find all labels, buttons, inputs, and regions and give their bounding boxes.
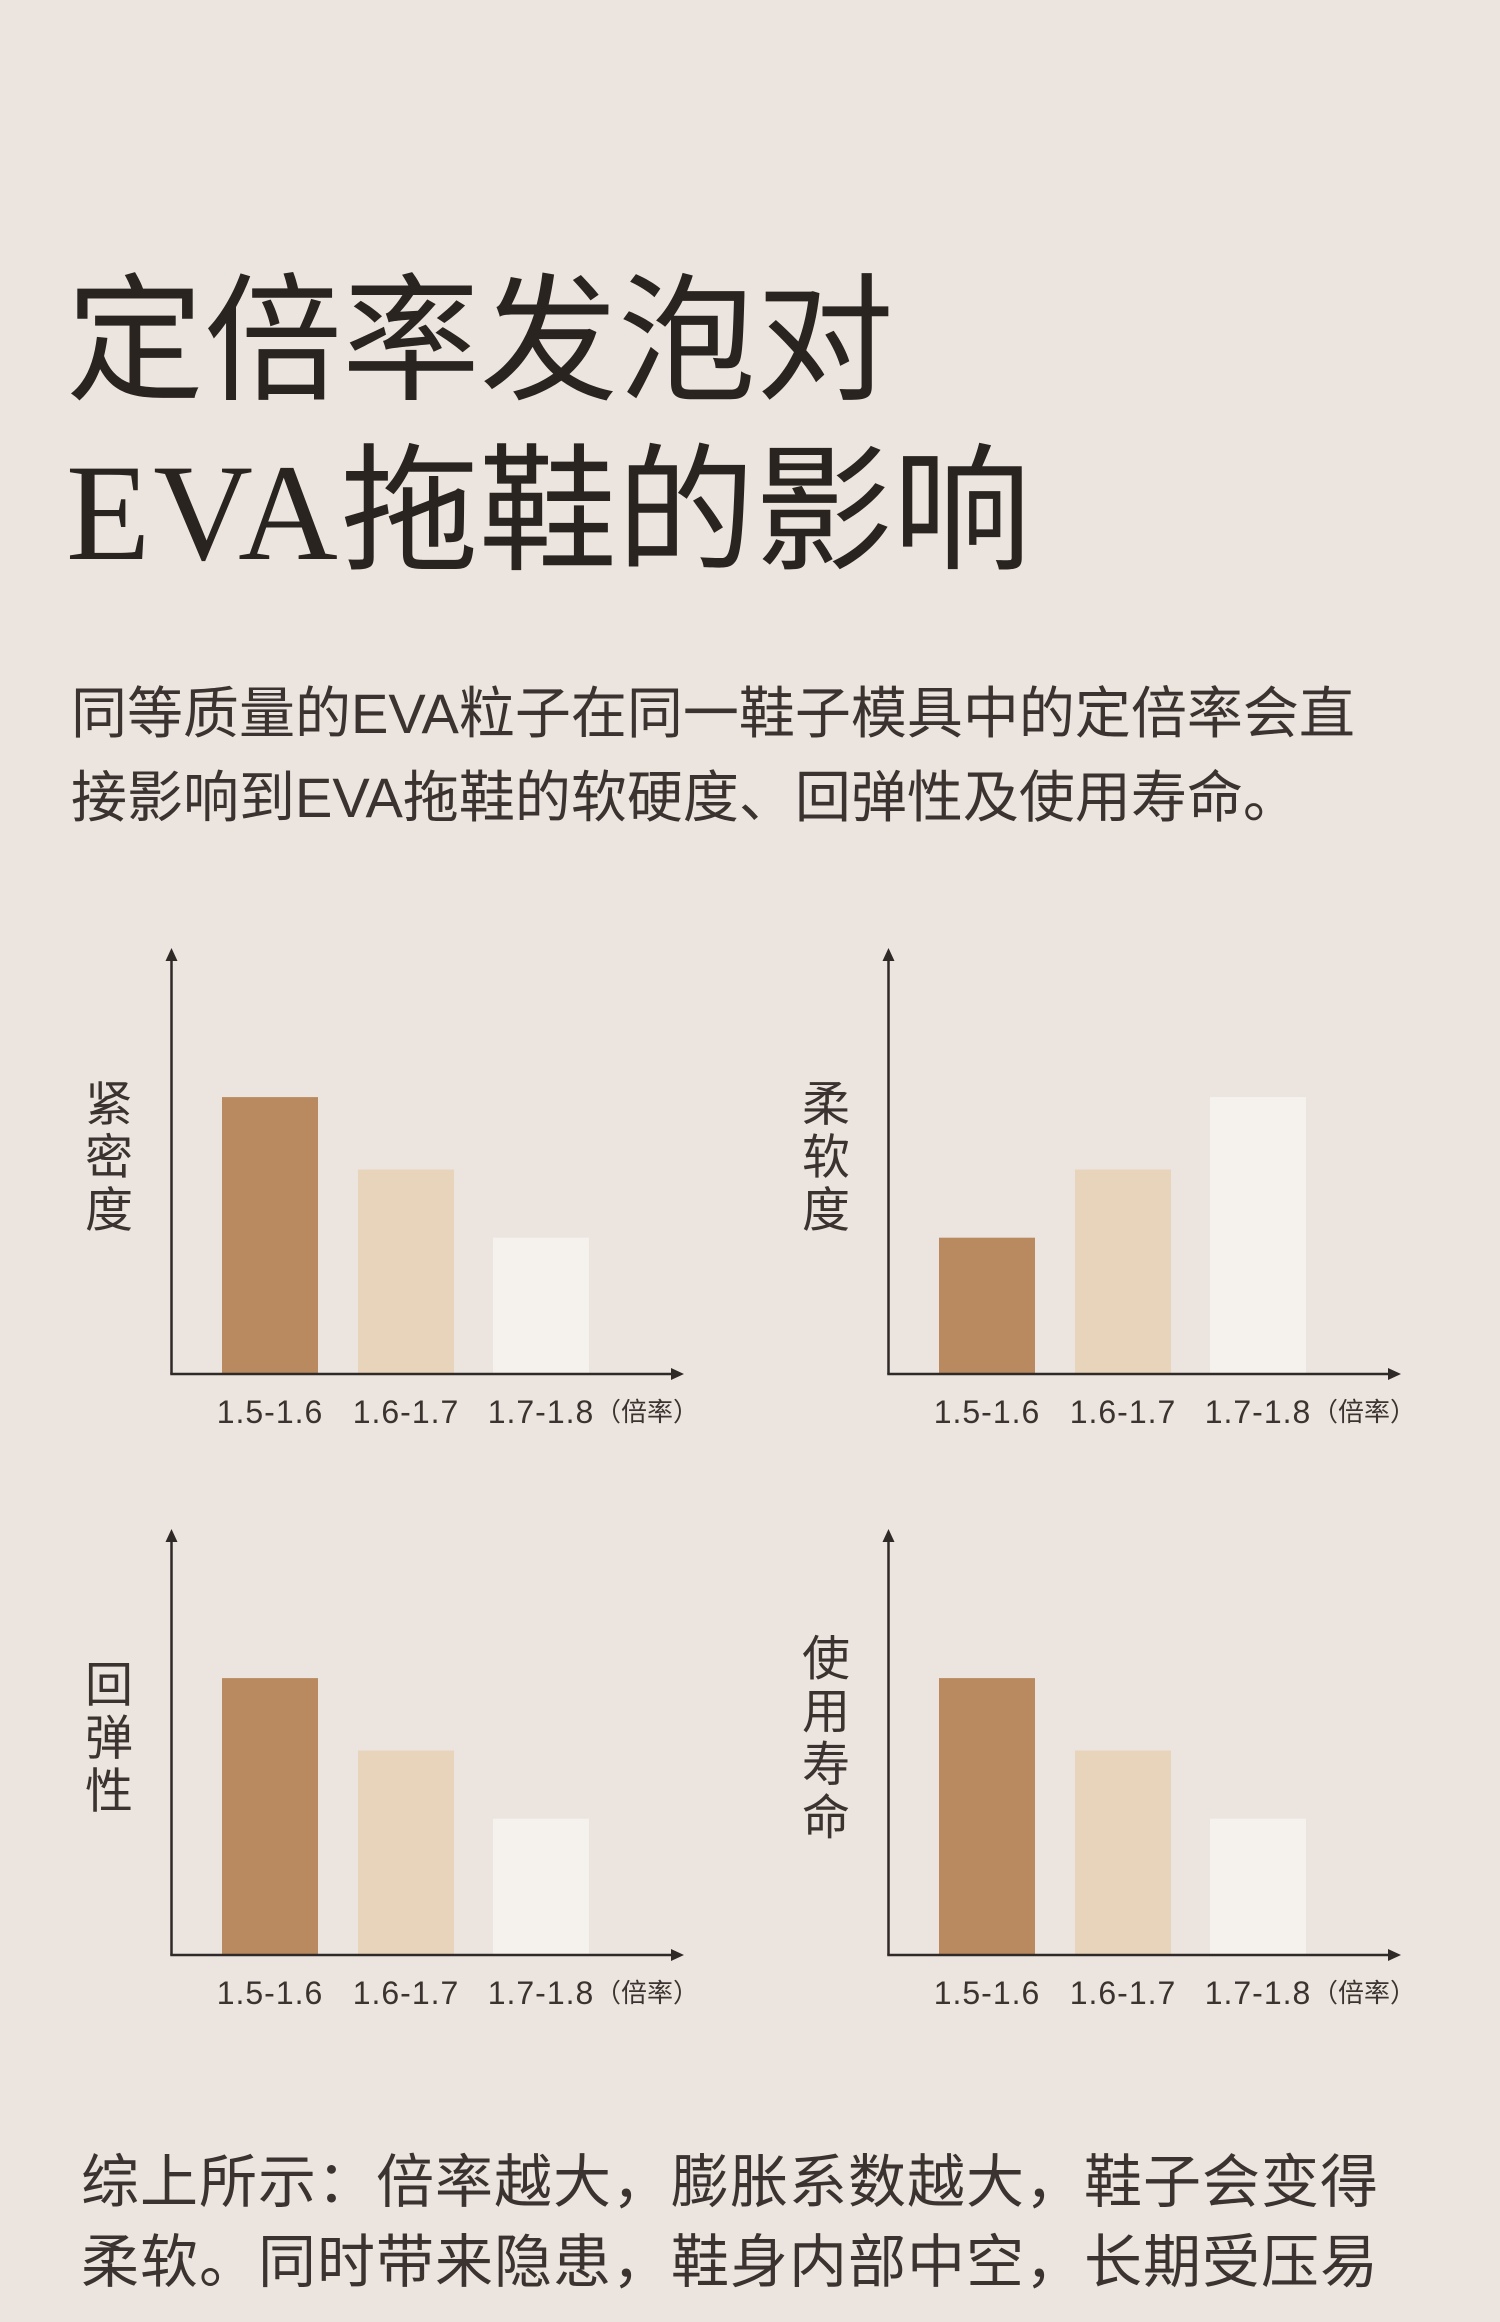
intro-line: 同等质量的EVA粒子在同一鞋子模具中的定倍率会直 [71, 682, 1355, 745]
bar [1075, 1750, 1171, 1955]
bar [493, 1237, 589, 1374]
x-tick-label: 1.7-1.8 [1205, 1394, 1312, 1430]
intro-paragraph: 同等质量的EVA粒子在同一鞋子模具中的定倍率会直 接影响到EVA拖鞋的软硬度、回… [71, 672, 1355, 840]
y-axis-arrow [882, 1529, 895, 1542]
x-axis-arrow [671, 1368, 684, 1380]
title-line-2: EVA拖鞋的影响 [66, 428, 1031, 598]
bar [939, 1237, 1035, 1374]
bar [1075, 1169, 1171, 1374]
bar [1210, 1097, 1306, 1374]
x-axis-arrow [1388, 1949, 1401, 1961]
x-tick-label: 1.7-1.8 [488, 1975, 595, 2011]
x-tick-label: 1.5-1.6 [217, 1975, 324, 2011]
bar [1210, 1818, 1306, 1955]
y-axis-label: 使用寿命 [794, 1633, 847, 1845]
bar-chart-svg: 1.5-1.6 1.6-1.7 1.7-1.8 （倍率） [165, 1529, 699, 2011]
summary-paragraph: 综上所示：倍率越大，膨胀系数越大，鞋子会变得 柔软。同时带来隐患，鞋身内部中空，… [81, 2143, 1379, 2303]
y-axis-label: 回弹性 [77, 1659, 130, 1819]
x-axis-arrow [671, 1949, 684, 1961]
page-title: 定倍率发泡对 EVA拖鞋的影响 [66, 258, 1031, 598]
bar-chart-svg: 1.5-1.6 1.6-1.7 1.7-1.8 （倍率） [882, 948, 1416, 1430]
bar [358, 1169, 454, 1374]
title-line-1: 定倍率发泡对 [66, 266, 895, 419]
x-tick-label: 1.6-1.7 [353, 1975, 460, 2011]
x-tick-label: 1.5-1.6 [934, 1975, 1041, 2011]
x-unit-label: （倍率） [1312, 1397, 1416, 1427]
y-axis-arrow [165, 948, 178, 961]
x-tick-label: 1.6-1.7 [353, 1394, 460, 1430]
summary-line: 柔软。同时带来隐患，鞋身内部中空，长期受压易 [81, 2230, 1380, 2295]
x-tick-label: 1.6-1.7 [1070, 1975, 1177, 2011]
bar [939, 1678, 1035, 1955]
summary-line: 综上所示：倍率越大，膨胀系数越大，鞋子会变得 [81, 2150, 1380, 2215]
bar [358, 1750, 454, 1955]
bar-chart-svg: 1.5-1.6 1.6-1.7 1.7-1.8 （倍率） [882, 1529, 1416, 2011]
x-unit-label: （倍率） [595, 1397, 699, 1427]
x-tick-label: 1.7-1.8 [1205, 1975, 1312, 2011]
x-tick-label: 1.5-1.6 [217, 1394, 324, 1430]
bar [222, 1678, 318, 1955]
x-tick-label: 1.5-1.6 [934, 1394, 1041, 1430]
x-tick-label: 1.7-1.8 [488, 1394, 595, 1430]
x-unit-label: （倍率） [595, 1978, 699, 2008]
y-axis-arrow [882, 948, 895, 961]
y-axis-arrow [165, 1529, 178, 1542]
chart-lifespan: 使用寿命 1.5-1.6 1.6-1.7 1.7-1.8 （倍率） [776, 1514, 1436, 2014]
chart-softness: 柔软度 1.5-1.6 1.6-1.7 1.7-1.8 （倍率） [776, 933, 1436, 1433]
x-unit-label: （倍率） [1312, 1978, 1416, 2008]
bar-chart-svg: 1.5-1.6 1.6-1.7 1.7-1.8 （倍率） [165, 948, 699, 1430]
x-axis-arrow [1388, 1368, 1401, 1380]
bar [493, 1818, 589, 1955]
intro-line: 接影响到EVA拖鞋的软硬度、回弹性及使用寿命。 [71, 766, 1299, 829]
chart-resilience: 回弹性 1.5-1.6 1.6-1.7 1.7-1.8 （倍率） [59, 1514, 719, 2014]
title-line-2-latin: EVA [66, 436, 341, 589]
bar [222, 1097, 318, 1374]
title-line-2-rest: 拖鞋的影响 [340, 436, 1031, 589]
x-tick-label: 1.6-1.7 [1070, 1394, 1177, 1430]
y-axis-label: 柔软度 [794, 1078, 847, 1238]
y-axis-label: 紧密度 [77, 1078, 130, 1238]
chart-density: 紧密度 1.5-1.6 1.6-1.7 1.7-1.8 （倍率） [59, 933, 719, 1433]
